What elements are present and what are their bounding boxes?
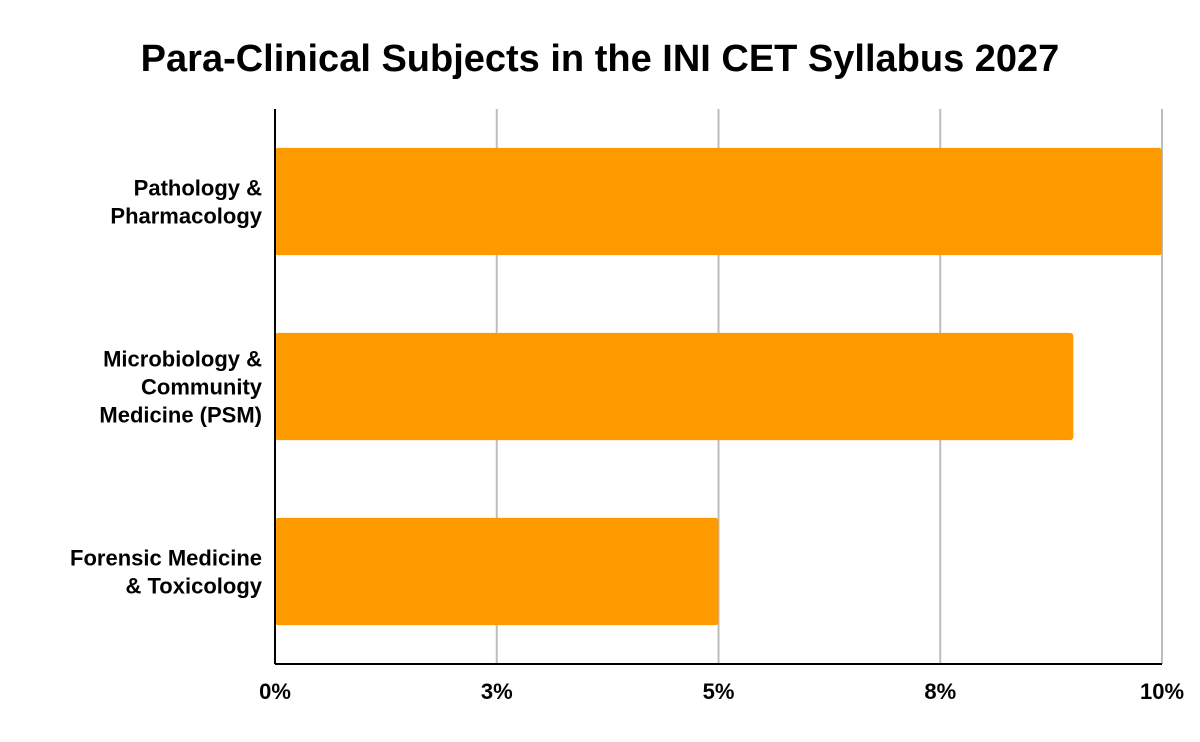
bars bbox=[275, 147, 1162, 626]
x-tick-label: 5% bbox=[703, 679, 735, 704]
category-label: Microbiology & Community Medicine (PSM) bbox=[99, 347, 262, 428]
chart-title: Para-Clinical Subjects in the INI CET Sy… bbox=[140, 38, 1060, 80]
category-label-line: Community bbox=[141, 375, 263, 400]
x-tick-label: 10% bbox=[1140, 679, 1184, 704]
bar bbox=[275, 517, 719, 626]
x-tick-label: 3% bbox=[481, 679, 513, 704]
category-label-line: Microbiology & bbox=[103, 347, 262, 372]
category-label-line: Pharmacology bbox=[110, 204, 262, 229]
category-label-line: Forensic Medicine bbox=[70, 546, 262, 571]
category-label-line: Medicine (PSM) bbox=[99, 403, 262, 428]
tick-labels: 0% 3% 5% 8% 10% bbox=[259, 679, 1184, 704]
category-label-line: Pathology & bbox=[134, 176, 262, 201]
x-tick-label: 0% bbox=[259, 679, 291, 704]
bar bbox=[275, 332, 1074, 441]
category-labels: Pathology & Pharmacology Microbiology & Com… bbox=[70, 176, 263, 599]
category-label: Forensic Medicine & Toxicology bbox=[70, 546, 263, 599]
category-label: Pathology & Pharmacology bbox=[110, 176, 262, 229]
bar bbox=[275, 147, 1162, 256]
category-label-line: & Toxicology bbox=[126, 574, 263, 599]
axes bbox=[274, 109, 1162, 665]
x-tick-label: 8% bbox=[924, 679, 956, 704]
